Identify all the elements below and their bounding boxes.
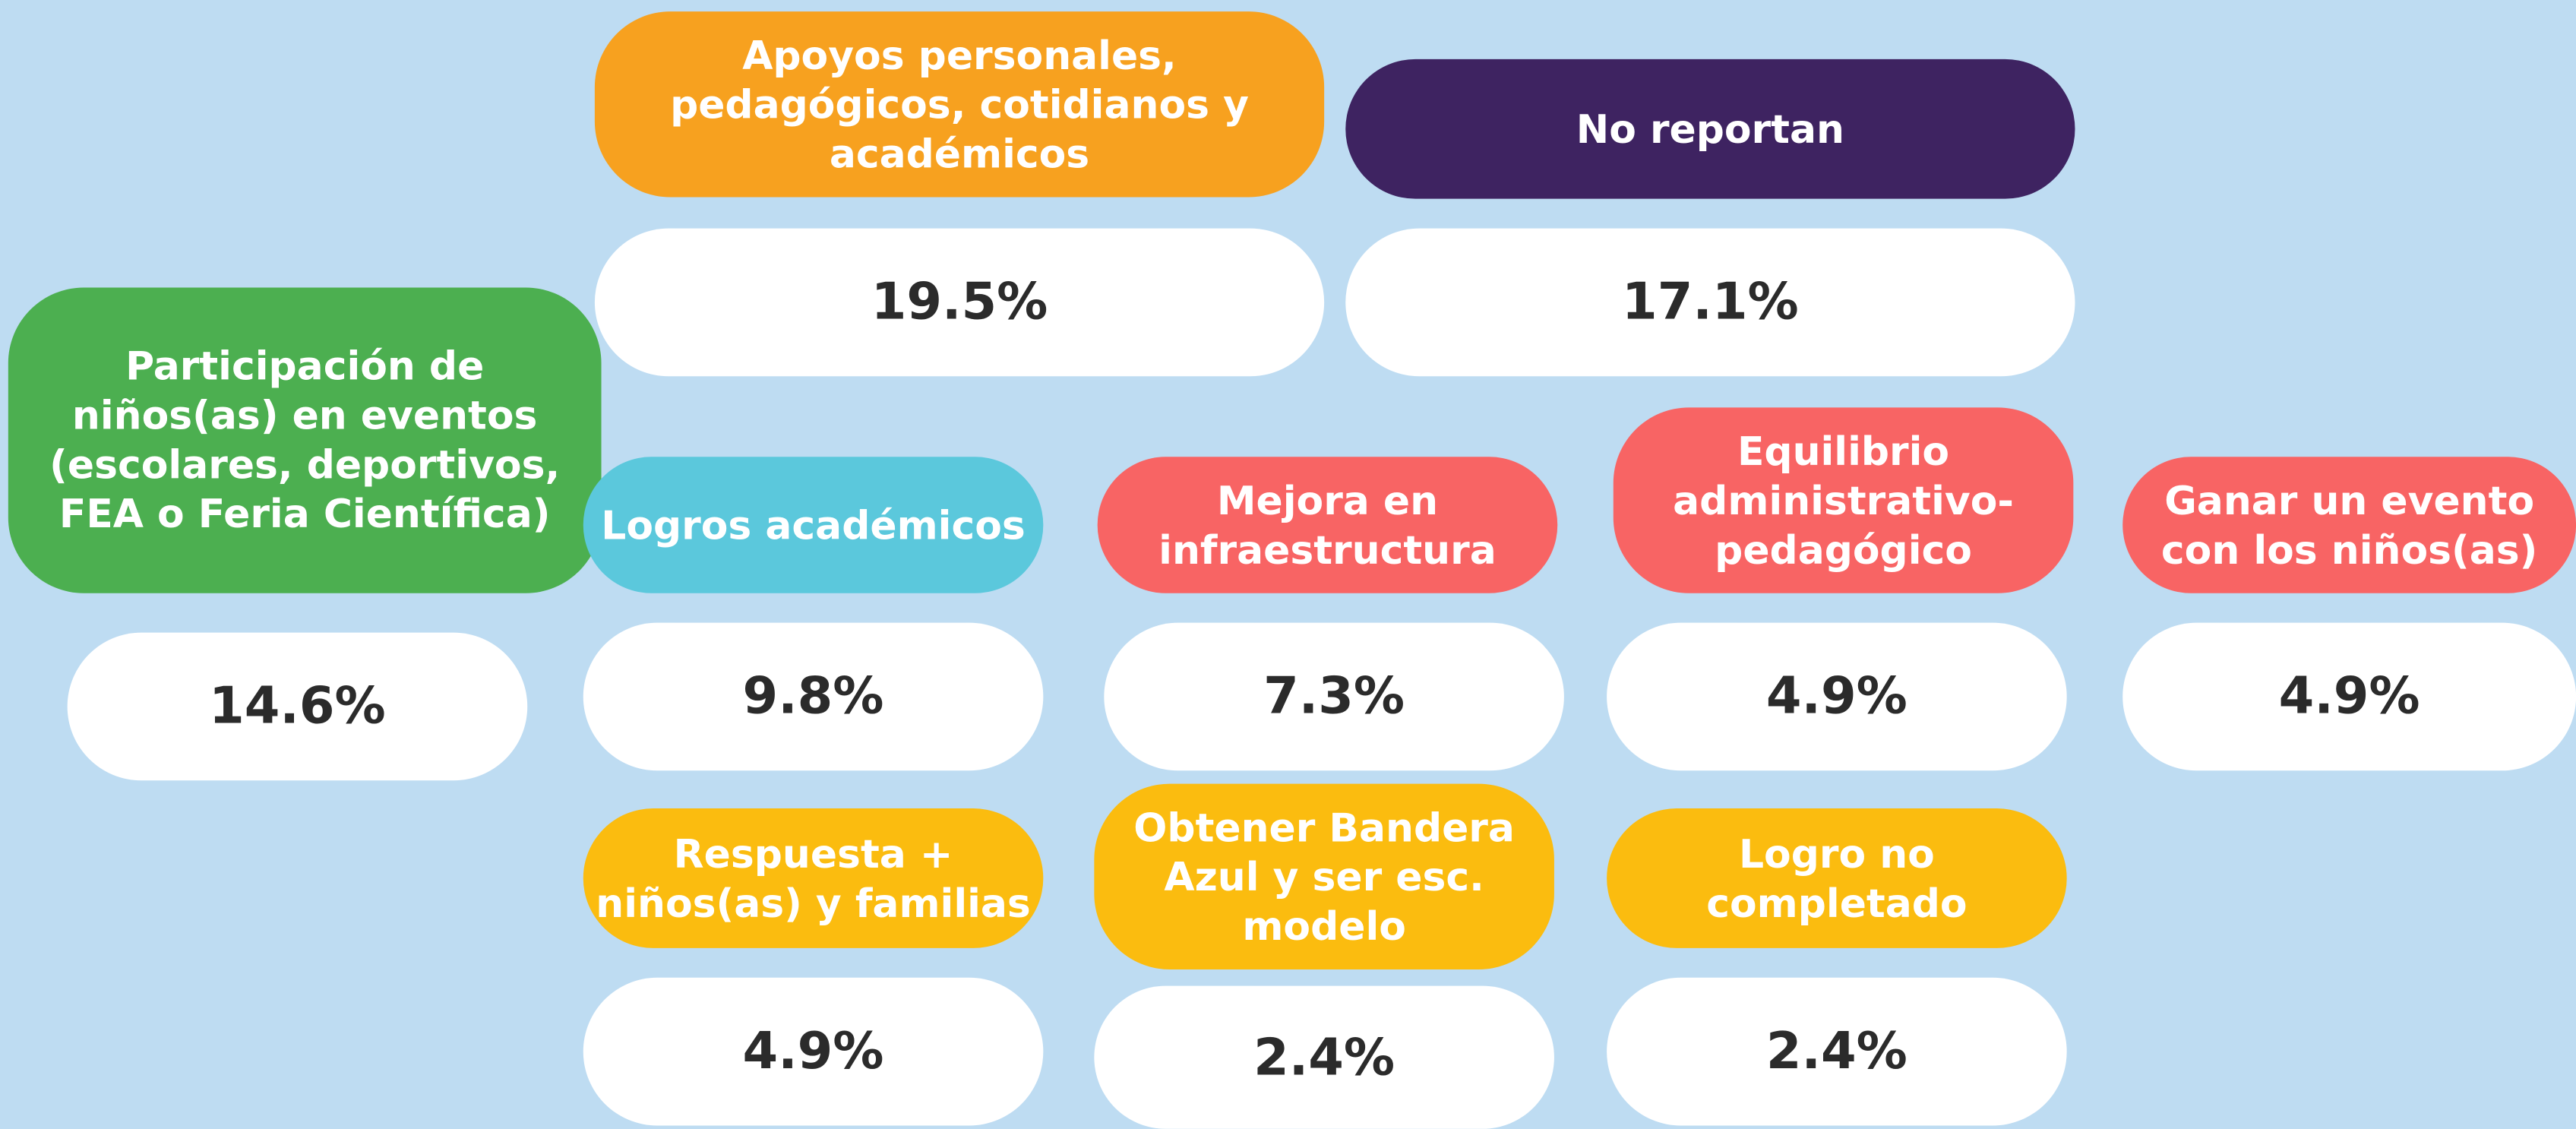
percentage-value: 9.8%: [583, 622, 1044, 771]
percentage-value: 4.9%: [2122, 622, 2576, 771]
percentage-value: 2.4%: [1094, 985, 1554, 1129]
percentage-value: 2.4%: [1607, 977, 2067, 1126]
category-label: No reportan: [1345, 59, 2075, 199]
category-label: Apoyos personales, pedagógicos, cotidian…: [594, 11, 1325, 198]
percentage-value: 4.9%: [1607, 622, 2067, 771]
category-label: Logro no completado: [1607, 808, 2067, 948]
percentage-value: 7.3%: [1104, 622, 1564, 771]
category-label: Equilibrio administrativo-pedagógico: [1613, 407, 2074, 593]
percentage-value: 14.6%: [67, 632, 528, 781]
category-label: Logros académicos: [583, 457, 1044, 593]
percentage-value: 19.5%: [594, 228, 1325, 377]
category-label: Mejora en infraestructura: [1097, 457, 1558, 593]
category-label: Participación de niños(as) en eventos (e…: [8, 287, 602, 593]
category-label: Obtener Bandera Azul y ser esc. modelo: [1094, 783, 1554, 969]
category-label: Ganar un evento con los niños(as): [2122, 457, 2576, 593]
percentage-value: 17.1%: [1345, 228, 2075, 377]
percentage-value: 4.9%: [583, 977, 1044, 1126]
category-label: Respuesta + niños(as) y familias: [583, 808, 1044, 948]
